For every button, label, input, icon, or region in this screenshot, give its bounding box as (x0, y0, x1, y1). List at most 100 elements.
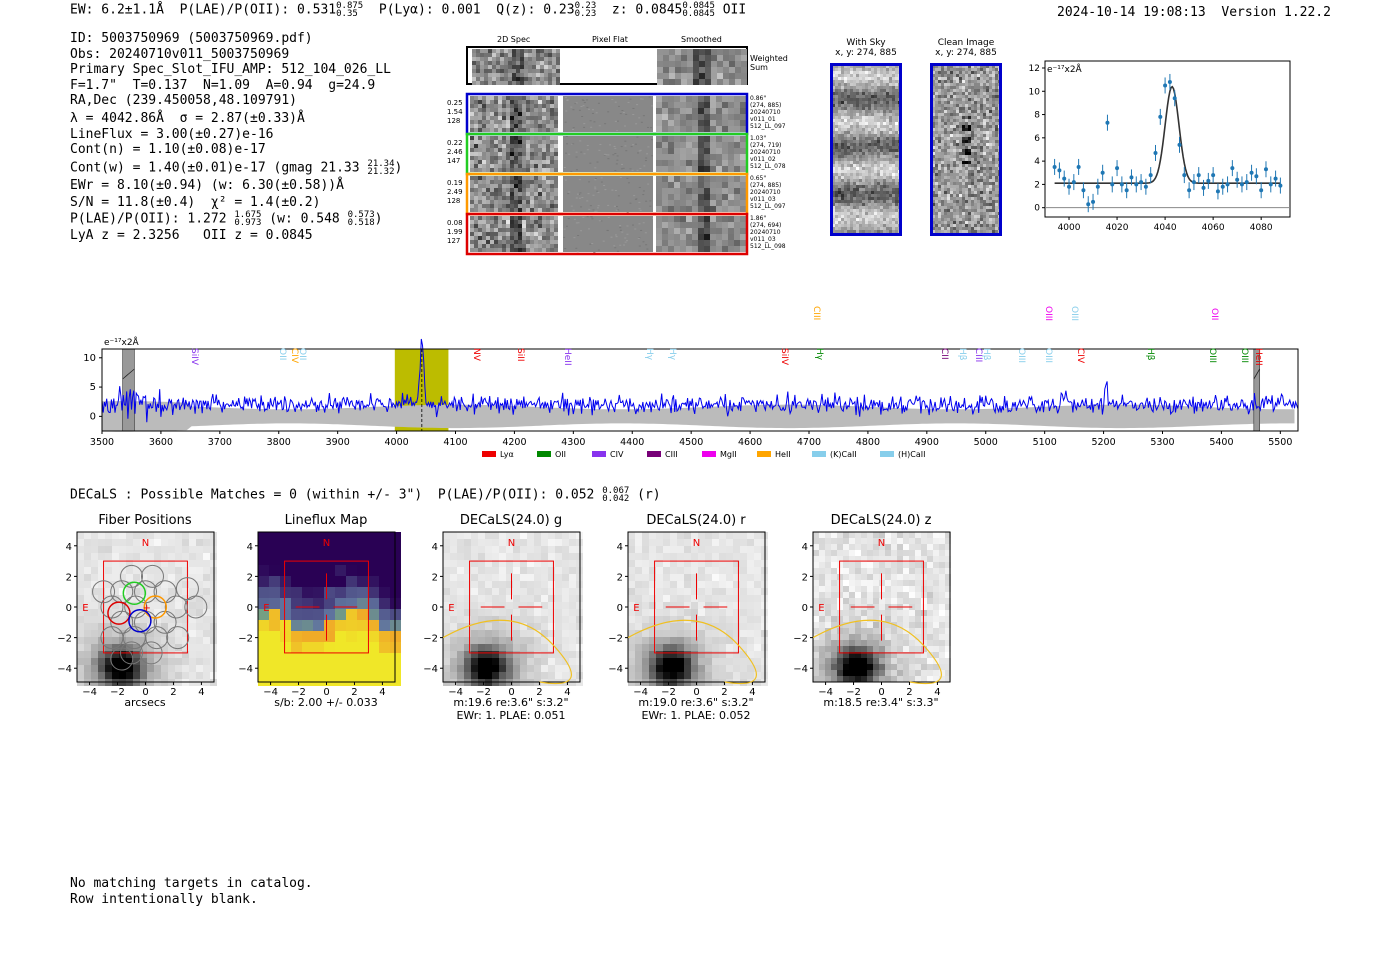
legend-label: (H)CaII (898, 450, 925, 459)
ytick-label: −4 (238, 664, 253, 675)
info-primary: Primary Spec_Slot_IFU_AMP: 512_104_026_L… (70, 62, 391, 78)
east-label: E (633, 603, 639, 614)
emission-line-label: Hβ (957, 348, 967, 361)
xtick-label: 2 (351, 687, 357, 695)
fiber-highlight (128, 609, 152, 633)
fit-data-point (1115, 166, 1120, 171)
clean-image-title: Clean Image x, y: 274, 885 (928, 38, 1004, 58)
line-fit-chart: e⁻¹⁷x2Å 0 2 4 6 8 10 12 4000 4020 4040 4060 4080 (1029, 60, 1291, 233)
fit-xtick-label: 4020 (1106, 223, 1129, 233)
xtick-label: −4 (633, 687, 648, 695)
clean-image-xy: x, y: 274, 885 (935, 48, 997, 58)
emission-line-label: NV (471, 348, 481, 362)
xtick-label: 4 (749, 687, 755, 695)
plae2-lo: 0.973 (234, 218, 262, 229)
ytick-label: 0 (247, 603, 253, 614)
xtick-label: −2 (661, 687, 676, 695)
xtick-label: −2 (291, 687, 306, 695)
legend-label: CIII (665, 450, 678, 459)
legend-swatch (482, 451, 496, 457)
fit-data-point (1268, 182, 1273, 187)
fit-data-point (1230, 166, 1235, 171)
col-2d-spec: 2D Spec (497, 35, 531, 44)
decals-panel-image: N E 4 2 0 −2 −4 −4 −2 0 2 4 (423, 531, 583, 695)
spec-ytick-label: 0 (90, 411, 96, 422)
fit-data-point (1158, 114, 1163, 119)
fit-data-point (1124, 188, 1129, 193)
qz-hi: 0.23 (574, 1, 597, 11)
xtick-label: −4 (263, 687, 278, 695)
timestamp: 2024-10-14 19:08:13 (1057, 5, 1206, 20)
footer-text: No matching targets in catalog. Row inten… (70, 876, 313, 907)
xtick-label: −2 (476, 687, 491, 695)
emission-line-label: CIV (289, 348, 299, 364)
xtick-label: 0 (323, 687, 329, 695)
spectrum-unit-label: e⁻¹⁷x2Å (104, 336, 140, 348)
xtick-label: 0 (878, 687, 884, 695)
noise-block (563, 216, 655, 253)
decals-plae-hi: 0.067 (602, 486, 630, 496)
with-sky-xy: x, y: 274, 885 (835, 48, 897, 58)
fit-data-point (1086, 202, 1091, 207)
fit-data-point (1071, 180, 1076, 185)
ytick-label: 2 (432, 572, 438, 583)
noise-block (656, 96, 746, 132)
emission-line-label: SiIV (189, 348, 199, 366)
noise-block (563, 176, 653, 213)
legend-swatch (812, 451, 826, 457)
fit-model-line (1054, 85, 1281, 184)
fit-data-point (1095, 184, 1100, 189)
legend-label: HeII (775, 450, 791, 459)
qz-lo: 0.23 (574, 9, 597, 19)
fit-data-point (1220, 184, 1225, 189)
spec-xtick-label: 4600 (738, 437, 762, 448)
emission-line-label: SiII (515, 348, 525, 362)
ytick-label: −2 (793, 634, 808, 645)
spec-xtick-label: 3700 (208, 437, 232, 448)
cutout-row-right-label: 1.86" (274, 694) 20240710 v011_03 512_LL… (750, 215, 786, 250)
emission-line-label: Hγ (644, 348, 654, 361)
galaxy-ellipse (627, 619, 757, 685)
fit-data-point (1278, 183, 1283, 188)
fiber-circle (139, 641, 163, 665)
plae2-w-hi: 0.573 (347, 210, 375, 221)
emission-line-label: Hγ (667, 348, 677, 361)
decals-panel-title: DECaLS(24.0) z (830, 513, 932, 528)
emission-line-label: OII (297, 348, 307, 360)
fit-data-point (1182, 173, 1187, 178)
emission-line-label: Hβ (1145, 348, 1155, 361)
decals-header-text: DECaLS : Possible Matches = 0 (within +/… (70, 487, 595, 503)
z-value: z: 0.0845 (611, 2, 683, 18)
fiber-circle (175, 577, 199, 601)
emission-line-label: OIII (1069, 306, 1079, 321)
legend-swatch (880, 451, 894, 457)
info-contw: Cont(w) = 1.40(±0.01)e-17 (gmag 21.33 (70, 160, 360, 176)
fiber-circle (92, 580, 116, 604)
info-id: ID: 5003750969 (5003750969.pdf) (70, 31, 313, 46)
timestamp-version: 2024-10-14 19:08:13 Version 1.22.2 (1057, 5, 1331, 21)
fit-data-point (1134, 182, 1139, 187)
fit-data-point (1259, 188, 1264, 193)
fit-ytick-label: 8 (1034, 111, 1040, 121)
fit-data-point (1187, 188, 1192, 193)
east-label: E (448, 603, 454, 614)
plya-value: P(Lyα): 0.001 (378, 2, 481, 18)
north-label: N (142, 538, 149, 549)
fit-data-point (1105, 120, 1110, 125)
fit-data-point (1081, 188, 1086, 193)
ytick-label: 0 (617, 603, 623, 614)
decals-panel-caption-2: EWr: 1. PLAE: 0.051 (456, 709, 566, 722)
with-sky-title: With Sky x, y: 274, 885 (832, 38, 900, 58)
info-block: ID: 5003750969 (5003750969.pdf) Obs: 2024… (70, 31, 402, 244)
qz-value: Q(z): 0.23 (496, 2, 575, 18)
fit-data-point (1206, 178, 1211, 183)
decals-panel-caption: m:19.6 re:3.6" s:3.2" (453, 696, 569, 709)
fit-data-point (1052, 164, 1057, 169)
noise-block (656, 176, 746, 212)
aperture-box (284, 560, 369, 654)
fit-unit-label: e⁻¹⁷x2Å (1047, 63, 1083, 75)
decals-panel-title: DECaLS(24.0) g (459, 513, 563, 528)
info-obs: Obs: 20240710v011_5003750969 (70, 46, 290, 62)
legend-swatch (702, 451, 716, 457)
ytick-label: −4 (57, 664, 72, 675)
